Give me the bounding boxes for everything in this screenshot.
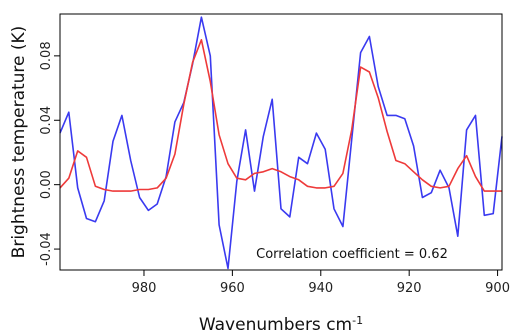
plot-frame (59, 13, 503, 271)
x-axis: 980 960 940 920 900 (132, 270, 510, 296)
x-tick-label: 920 (397, 281, 422, 296)
y-axis: -0.04 0.00 0.04 0.08 (39, 41, 60, 266)
x-tick-label: 940 (308, 281, 333, 296)
x-axis-title: Wavenumbers cm-1 (199, 314, 363, 336)
y-tick-label: 0.00 (39, 170, 54, 199)
series-line-1 (59, 16, 503, 270)
x-axis-title-superscript: -1 (352, 314, 363, 327)
x-tick-label: 900 (485, 281, 510, 296)
plot-series (59, 16, 503, 270)
x-tick-label: 980 (132, 281, 157, 296)
y-tick-label: 0.04 (39, 106, 54, 135)
x-axis-title-text: Wavenumbers cm (199, 315, 352, 335)
x-tick-label: 960 (220, 281, 245, 296)
y-tick-label: -0.04 (39, 232, 54, 266)
correlation-annotation: Correlation coefficient = 0.62 (256, 247, 448, 262)
series-line-2 (59, 38, 502, 192)
y-axis-title: Brightness temperature (K) (9, 26, 29, 259)
y-tick-label: 0.08 (39, 41, 54, 70)
